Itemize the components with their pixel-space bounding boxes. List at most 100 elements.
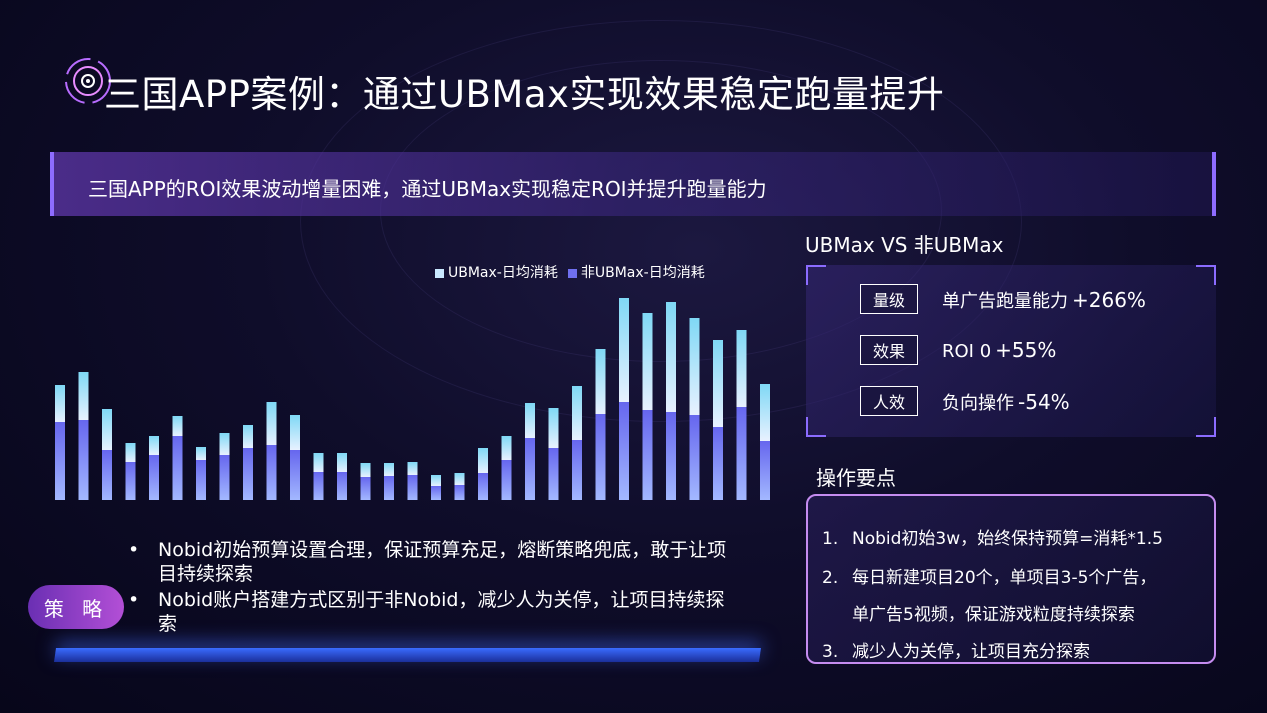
stage-platform xyxy=(54,648,761,662)
bar-non-ubmax xyxy=(102,450,112,500)
bar-non-ubmax xyxy=(407,475,418,500)
bar-non-ubmax xyxy=(666,412,676,500)
bar-non-ubmax xyxy=(360,477,371,500)
chart-legend: UBMax-日均消耗 非UBMax-日均消耗 xyxy=(435,262,705,282)
target-logo-icon xyxy=(65,58,111,104)
bar-ubmax xyxy=(78,372,89,420)
strategy-bullets: Nobid初始预算设置合理，保证预算充足，熔断策略兜底，敢于让项目持续探索 No… xyxy=(128,538,738,638)
bar-non-ubmax xyxy=(172,436,183,500)
bar-ubmax xyxy=(595,349,606,414)
bar-ubmax xyxy=(102,409,112,450)
bar-non-ubmax xyxy=(125,462,136,500)
bar-ubmax xyxy=(360,463,371,477)
bar-ubmax xyxy=(525,403,535,438)
list-item: 1. Nobid初始3w，始终保持预算=消耗*1.5 xyxy=(822,524,1163,549)
metric-value: +266% xyxy=(1072,288,1146,312)
bar-ubmax xyxy=(407,462,418,475)
bar-non-ubmax xyxy=(713,427,723,500)
legend-label-non-ubmax: 非UBMax-日均消耗 xyxy=(580,265,705,281)
legend-item-ubmax: UBMax-日均消耗 xyxy=(435,262,558,282)
bar-non-ubmax xyxy=(266,445,277,500)
key-points-list: 1. Nobid初始3w，始终保持预算=消耗*1.5 2. 每日新建项目20个，单项… xyxy=(822,524,1163,662)
bar-ubmax xyxy=(337,453,347,472)
list-item-number: 1. xyxy=(822,529,839,549)
bar-ubmax xyxy=(666,302,676,412)
list-item-number: 3. xyxy=(822,642,839,662)
metric-efficiency: 负向操作 -54% xyxy=(942,389,1070,415)
bar-ubmax xyxy=(478,448,488,473)
list-item-number: 2. xyxy=(822,568,839,588)
bar-non-ubmax xyxy=(55,422,65,500)
bar-non-ubmax xyxy=(196,460,206,500)
list-item: 单广告5视频，保证游戏粒度持续探索 xyxy=(822,600,1163,625)
metric-label: ROI 0 xyxy=(942,341,992,362)
bar-ubmax xyxy=(548,408,559,448)
bar-ubmax xyxy=(501,436,512,460)
page-title: 三国APP案例：通过UBMax实现效果稳定跑量提升 xyxy=(104,73,945,116)
metric-effect: ROI 0 +55% xyxy=(942,338,1056,362)
legend-swatch-ubmax xyxy=(435,268,444,278)
bar-ubmax xyxy=(243,425,253,448)
legend-item-non-ubmax: 非UBMax-日均消耗 xyxy=(567,262,705,282)
summary-banner xyxy=(50,152,1216,216)
bar-ubmax xyxy=(642,313,653,410)
bar-non-ubmax xyxy=(501,460,512,500)
bar-non-ubmax xyxy=(384,476,394,500)
bar-non-ubmax xyxy=(454,485,465,500)
bar-non-ubmax xyxy=(689,415,700,500)
bar-non-ubmax xyxy=(478,473,488,500)
bar-ubmax xyxy=(196,447,206,460)
bar-ubmax xyxy=(313,453,324,472)
bullet-item: Nobid账户搭建方式区别于非Nobid，减少人为关停，让项目持续探索 xyxy=(128,588,738,636)
corner-deco xyxy=(806,417,826,437)
bar-ubmax xyxy=(149,436,159,455)
key-points-panel: 1. Nobid初始3w，始终保持预算=消耗*1.5 2. 每日新建项目20个，单项… xyxy=(806,494,1216,664)
bar-non-ubmax xyxy=(548,448,559,500)
bar-ubmax xyxy=(572,386,582,440)
key-points-title: 操作要点 xyxy=(816,466,896,490)
bar-ubmax xyxy=(219,433,230,455)
list-item-text: 单广告5视频，保证游戏粒度持续探索 xyxy=(852,605,1135,625)
bar-ubmax xyxy=(619,298,629,402)
summary-banner-text: 三国APP的ROI效果波动增量困难，通过UBMax实现稳定ROI并提升跑量能力 xyxy=(88,177,767,201)
bar-non-ubmax xyxy=(337,472,347,500)
bar-non-ubmax xyxy=(595,414,606,500)
metric-label: 单广告跑量能力 xyxy=(942,291,1068,312)
bar-non-ubmax xyxy=(78,420,89,500)
bar-non-ubmax xyxy=(736,407,747,500)
list-item: 2. 每日新建项目20个，单项目3-5个广告， xyxy=(822,563,1163,588)
strategy-badge: 策 略 xyxy=(28,585,124,629)
bar-non-ubmax xyxy=(149,455,159,500)
bar-non-ubmax xyxy=(572,440,582,500)
list-item-text: 减少人为关停，让项目充分探索 xyxy=(852,642,1090,662)
bar-non-ubmax xyxy=(619,402,629,500)
background-ring xyxy=(300,20,1022,422)
stacked-bar-chart xyxy=(55,298,770,500)
list-item-text: Nobid初始3w，始终保持预算=消耗*1.5 xyxy=(852,529,1163,549)
metric-volume: 单广告跑量能力 +266% xyxy=(942,287,1146,313)
bar-ubmax xyxy=(266,402,277,445)
compare-title: UBMax VS 非UBMax xyxy=(805,233,1004,257)
bar-non-ubmax xyxy=(290,450,300,500)
bar-non-ubmax xyxy=(313,472,324,500)
bar-non-ubmax xyxy=(525,438,535,500)
metric-value: +55% xyxy=(995,338,1057,362)
bar-non-ubmax xyxy=(431,486,441,500)
metric-value: -54% xyxy=(1018,390,1070,414)
bar-ubmax xyxy=(431,475,441,486)
compare-panel: 量级 单广告跑量能力 +266% 效果 ROI 0 +55% 人效 负向操作 -54% xyxy=(806,265,1216,437)
metric-tag-efficiency: 人效 xyxy=(860,386,918,416)
bar-ubmax xyxy=(760,384,770,441)
corner-deco xyxy=(1196,417,1216,437)
legend-label-ubmax: UBMax-日均消耗 xyxy=(448,265,558,281)
list-item: 3. 减少人为关停，让项目充分探索 xyxy=(822,637,1163,662)
bar-ubmax xyxy=(125,443,136,462)
bullet-item: Nobid初始预算设置合理，保证预算充足，熔断策略兜底，敢于让项目持续探索 xyxy=(128,538,738,586)
bar-ubmax xyxy=(713,340,723,427)
bar-ubmax xyxy=(290,415,300,450)
bar-non-ubmax xyxy=(243,448,253,500)
corner-deco xyxy=(806,265,826,285)
corner-deco xyxy=(1196,265,1216,285)
metric-tag-volume: 量级 xyxy=(860,284,918,314)
bar-ubmax xyxy=(689,318,700,415)
